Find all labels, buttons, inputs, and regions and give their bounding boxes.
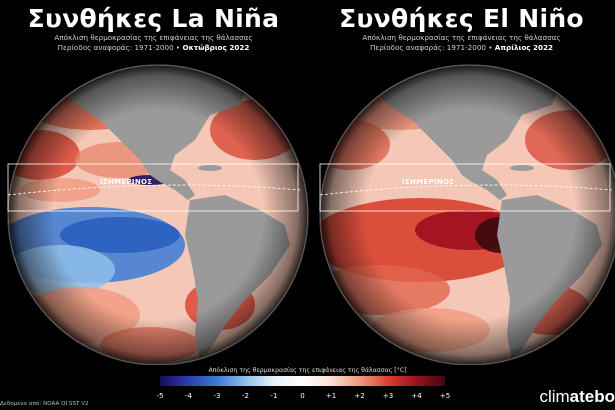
colorbar-tick: -3 (213, 392, 221, 400)
colorbar-tick: -5 (156, 392, 164, 400)
brand-prefix: clim (539, 387, 570, 406)
colorbar-tick: +5 (439, 392, 451, 400)
colorbar-tick: +1 (325, 392, 337, 400)
right-globe (320, 65, 615, 365)
left-period-prefix: Περίοδος αναφοράς: 1971-2000 • (57, 43, 181, 52)
left-panel-title: Συνθήκες La Niña (27, 4, 280, 33)
left-panel-subtitle: Απόκλιση θερμοκρασίας της επιφάνειας της… (54, 33, 253, 42)
left-equator-line (7, 184, 301, 196)
right-nino-box (319, 163, 611, 212)
right-equator-line (319, 184, 613, 196)
colorbar-tick: -2 (242, 392, 249, 400)
colorbar-tick: +3 (382, 392, 394, 400)
left-period-month: Οκτώβριος 2022 (182, 43, 250, 52)
source-credit: Δεδομένα από: NOAA OI SST V2 (0, 401, 89, 407)
right-equator-label: ΙΣΗΜΕΡΙΝΟΣ (402, 178, 455, 186)
colorbar-tick: 0 (300, 392, 305, 400)
globes-map (7, 64, 615, 365)
right-panel-subtitle: Απόκλιση θερμοκρασίας της επιφάνειας της… (362, 33, 561, 42)
colorbar-tick: -1 (270, 392, 278, 400)
left-equator-label: ΙΣΗΜΕΡΙΝΟΣ (100, 178, 153, 186)
brand-bold: atebo (569, 387, 615, 406)
right-period-prefix: Περίοδος αναφοράς: 1971-2000 • (369, 43, 493, 52)
colorbar-tick: +4 (411, 392, 422, 400)
right-panel-period: Περίοδος αναφοράς: 1971-2000 • Απρίλιος … (308, 43, 615, 52)
colorbar-tick: +2 (354, 392, 365, 400)
left-nino-box (7, 163, 299, 212)
left-panel-period: Περίοδος αναφοράς: 1971-2000 • Οκτώβριος… (0, 43, 307, 52)
left-globe (8, 65, 308, 365)
colorbar (160, 376, 445, 386)
colorbar-tick: -4 (185, 392, 192, 400)
right-period-month: Απρίλιος 2022 (494, 43, 554, 52)
brand-logo: climatebo (539, 387, 615, 407)
colorbar-title: Απόκλιση της θερμοκρασίας της επιφάνειας… (208, 367, 407, 374)
right-panel-title: Συνθήκες El Niño (339, 4, 584, 33)
